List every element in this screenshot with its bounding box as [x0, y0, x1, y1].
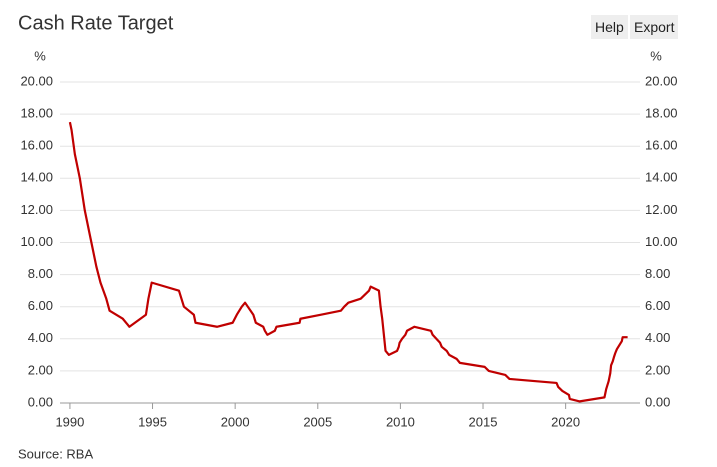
y-tick-label: 20.00: [20, 73, 53, 88]
y2-tick-label: 2.00: [645, 362, 670, 377]
help-button[interactable]: Help: [591, 15, 628, 39]
x-tick-label: 2020: [551, 414, 580, 429]
source: Source: RBA: [18, 446, 93, 461]
x-tick-label: 2010: [386, 414, 415, 429]
y-tick-label: 6.00: [28, 298, 53, 313]
y2-tick-label: 0.00: [645, 394, 670, 409]
y-tick-label: 18.00: [20, 106, 53, 121]
x-tick-label: 2015: [469, 414, 498, 429]
y2-axis-label: %: [650, 48, 662, 63]
y2-tick-label: 10.00: [645, 234, 678, 249]
y2-tick-label: 16.00: [645, 138, 678, 153]
y2-tick-label: 20.00: [645, 73, 678, 88]
y2-tick-label: 18.00: [645, 106, 678, 121]
x-tick-label: 1995: [138, 414, 167, 429]
x-tick-label: 2005: [303, 414, 332, 429]
y2-tick-label: 6.00: [645, 298, 670, 313]
y-tick-label: 2.00: [28, 362, 53, 377]
y2-tick-label: 4.00: [645, 330, 670, 345]
y2-tick-label: 14.00: [645, 170, 678, 185]
x-tick-label: 2000: [221, 414, 250, 429]
y2-tick-label: 12.00: [645, 202, 678, 217]
y-tick-label: 10.00: [20, 234, 53, 249]
y-tick-label: 4.00: [28, 330, 53, 345]
y-axis-label: %: [34, 48, 46, 63]
y2-tick-label: 8.00: [645, 266, 670, 281]
y-tick-label: 12.00: [20, 202, 53, 217]
y-tick-label: 8.00: [28, 266, 53, 281]
y-tick-label: 14.00: [20, 170, 53, 185]
line: [68, 121, 628, 403]
chart-title: Cash Rate Target: [18, 12, 174, 34]
x-tick-label: 1990: [55, 414, 84, 429]
export-button[interactable]: Export: [630, 15, 679, 39]
y-tick-label: 0.00: [28, 394, 53, 409]
y-tick-label: 16.00: [20, 138, 53, 153]
